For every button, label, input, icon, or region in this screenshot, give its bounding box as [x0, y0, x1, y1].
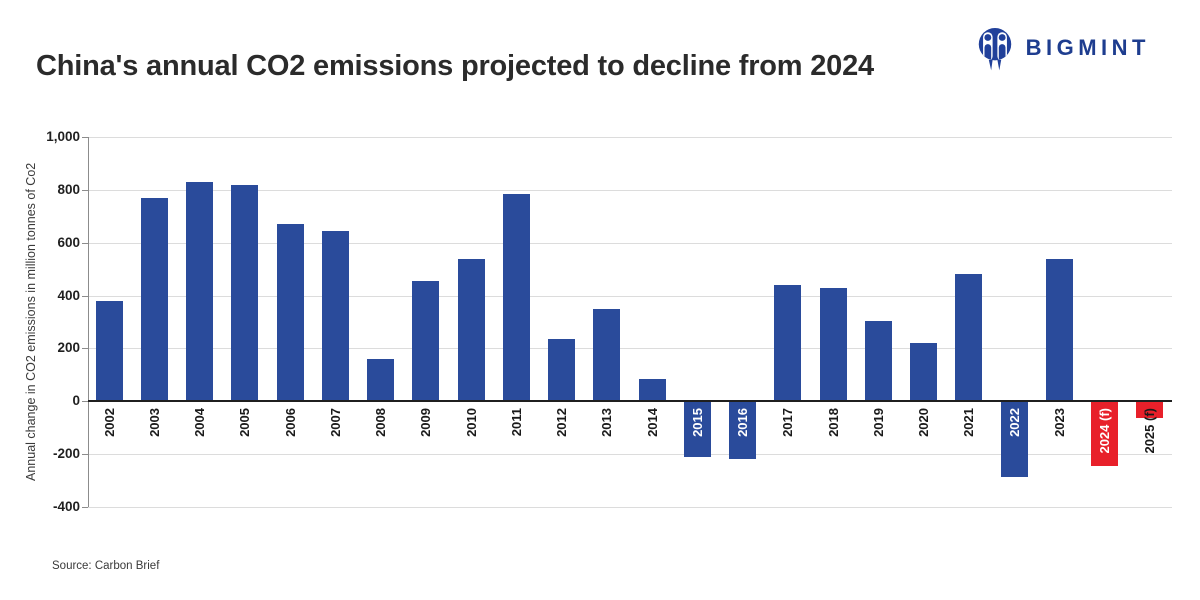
- x-tick-label: 2012: [554, 408, 569, 438]
- bar-2014: [638, 378, 666, 402]
- bar-2009: [412, 281, 440, 402]
- x-tick-label: 2022: [1006, 408, 1022, 438]
- y-axis-tick: [82, 348, 88, 350]
- bar-2002: [95, 300, 123, 402]
- y-axis-tick: [82, 137, 88, 138]
- x-tick-label: 2010: [463, 408, 479, 438]
- x-tick-label: 2016: [735, 408, 750, 438]
- y-tick-label: 0: [72, 393, 80, 409]
- x-tick-label: 2015: [689, 408, 705, 438]
- bar-2010: [457, 258, 485, 402]
- gridline: [88, 295, 1172, 297]
- bar-2011: [502, 193, 530, 402]
- bar-2023: [1045, 258, 1073, 402]
- bar-2006: [276, 224, 304, 402]
- bar-2022: [1000, 401, 1028, 477]
- x-tick-label: 2021: [961, 408, 977, 438]
- x-tick-label: 2004: [192, 408, 207, 438]
- bar-2013: [593, 308, 621, 402]
- y-axis-tick: [82, 507, 88, 508]
- y-tick-label: 800: [57, 181, 80, 197]
- x-tick-label: 2005: [237, 408, 253, 438]
- y-tick-label: -400: [52, 499, 80, 514]
- x-tick-label: 2014: [644, 408, 660, 438]
- bigmint-logo-text: BIGMINT: [1025, 35, 1150, 60]
- y-tick-label: 400: [57, 287, 80, 303]
- gridline: [88, 348, 1172, 350]
- y-tick-label: 600: [57, 234, 80, 250]
- x-axis-zero-line: [88, 400, 1172, 403]
- bigmint-logo-icon: [978, 27, 1011, 71]
- x-tick-label: 2017: [780, 408, 796, 438]
- x-tick-label: 2018: [825, 408, 841, 438]
- y-axis-tick: [82, 295, 88, 297]
- x-tick-label: 2008: [373, 408, 388, 438]
- bar-2003: [140, 197, 168, 402]
- bar-2025f: [1136, 401, 1164, 419]
- y-axis-tick: [82, 401, 88, 403]
- x-tick-label: 2020: [916, 408, 931, 438]
- bar-2018: [819, 287, 847, 402]
- y-tick-label: 1,000: [46, 129, 80, 144]
- bar-2024f: [1091, 401, 1118, 467]
- page-title: China's annual CO2 emissions projected t…: [36, 50, 874, 82]
- bar-2007: [321, 230, 349, 402]
- bar-2016: [729, 401, 756, 460]
- bar-2004: [186, 181, 213, 402]
- y-axis-tick: [82, 242, 88, 244]
- gridline: [88, 507, 1172, 508]
- x-tick-label: 2003: [146, 408, 162, 438]
- bar-2008: [367, 359, 394, 402]
- bar-2020: [910, 343, 937, 402]
- bar-2012: [548, 339, 575, 402]
- x-tick-label: 2023: [1051, 408, 1067, 438]
- bar-2017: [774, 285, 802, 402]
- x-tick-label: 2006: [282, 408, 298, 438]
- x-tick-label: 2019: [870, 408, 886, 438]
- bar-2021: [955, 274, 983, 402]
- gridline: [88, 137, 1172, 138]
- x-tick-label: 2024 (f): [1097, 408, 1112, 454]
- source-note: Source: Carbon Brief: [52, 560, 160, 572]
- y-axis-tick: [82, 189, 88, 191]
- bigmint-logo: BIGMINT: [974, 24, 1150, 72]
- x-tick-label: 2013: [599, 408, 615, 438]
- x-tick-label: 2025 (f): [1142, 408, 1158, 454]
- y-axis-line: [88, 137, 89, 507]
- y-tick-label: -200: [52, 446, 80, 462]
- x-tick-label: 2011: [508, 408, 524, 437]
- bar-2015: [683, 401, 711, 457]
- bar-2019: [864, 320, 892, 402]
- gridline: [88, 454, 1172, 456]
- y-axis-tick: [82, 454, 88, 456]
- x-tick-label: 2007: [327, 408, 343, 438]
- bar-2005: [231, 184, 259, 402]
- gridline: [88, 242, 1172, 244]
- x-tick-label: 2009: [418, 408, 434, 438]
- y-tick-label: 200: [57, 340, 80, 356]
- gridline: [88, 189, 1172, 191]
- x-tick-label: 2002: [101, 408, 117, 438]
